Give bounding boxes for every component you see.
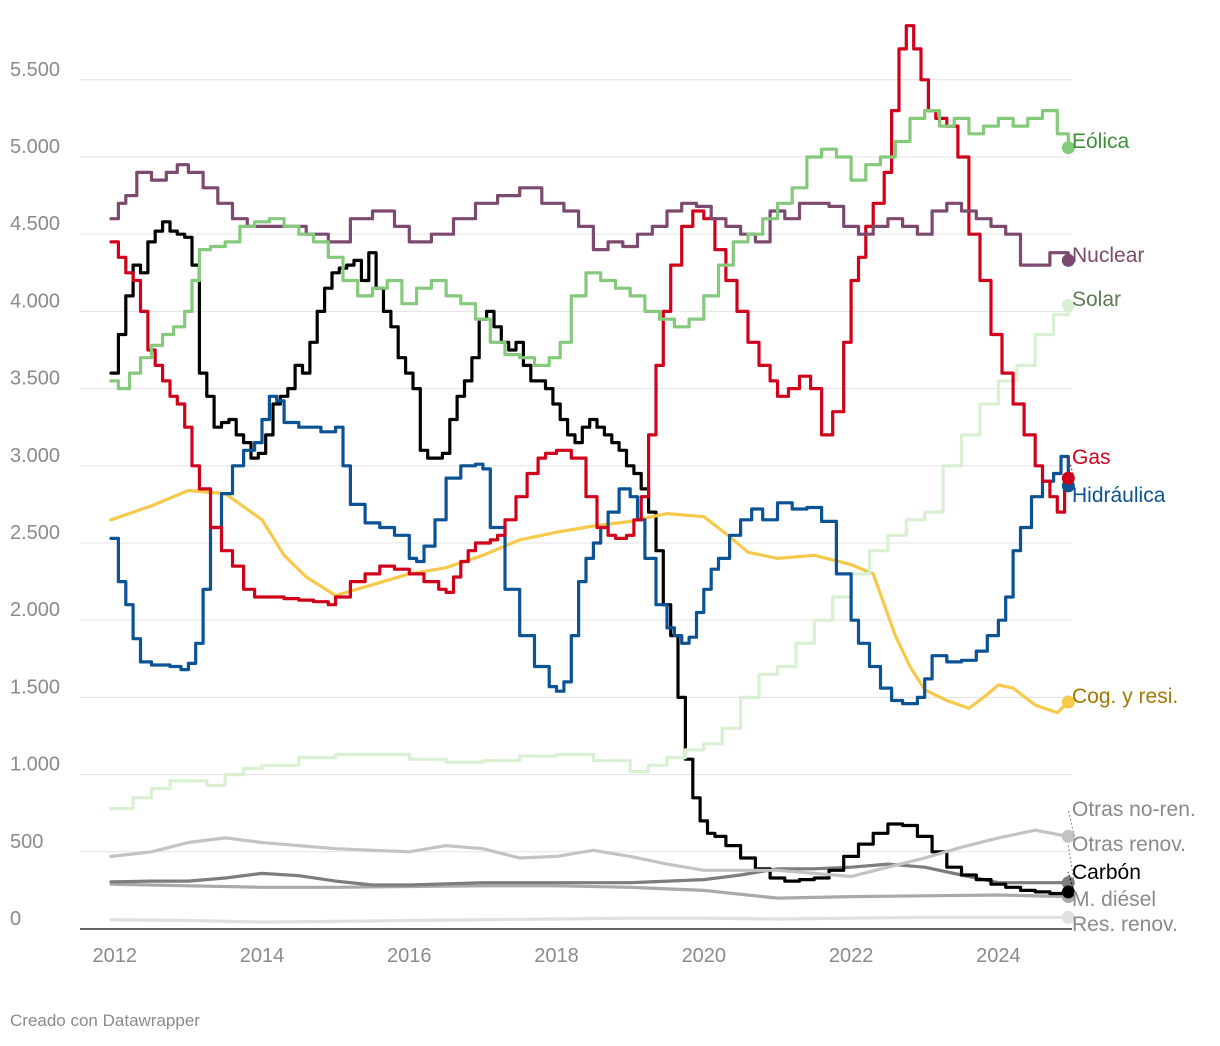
y-tick-label: 5.500 — [10, 59, 60, 81]
y-tick-label: 2.500 — [10, 522, 60, 544]
series-label-otras-renov: Otras renov. — [1072, 833, 1186, 856]
y-tick-label: 4.500 — [10, 213, 60, 235]
series-line-cog-y-resi — [109, 488, 1070, 715]
credit-text: Creado con Datawrapper — [10, 1011, 200, 1030]
series-label-cog-y-resi: Cog. y resi. — [1072, 685, 1178, 708]
x-tick-label: 2014 — [240, 945, 285, 967]
series-lines — [109, 24, 1070, 924]
y-tick-label: 5.000 — [10, 136, 60, 158]
series-line-hidraulica — [109, 394, 1070, 706]
series-labels: Res. renov.M. diésel Otras renov. Carbón Ot… — [1067, 130, 1196, 936]
x-tick-label: 2018 — [534, 945, 579, 967]
gridlines — [80, 79, 1072, 930]
series-line-gas — [109, 24, 1070, 607]
y-axis-ticks: 0 500 1.000 1.500 2.000 2.500 3.000 3.500 4.000 4… — [10, 59, 60, 930]
x-tick-label: 2020 — [682, 945, 727, 967]
series-label-eolica: Eólica — [1072, 130, 1130, 153]
x-tick-label: 2012 — [92, 945, 137, 967]
end-marker-cog-y-resi — [1061, 695, 1075, 709]
end-marker-res-renov — [1061, 910, 1075, 924]
series-label-gas: Gas — [1072, 446, 1111, 469]
series-line-eolica — [109, 109, 1070, 391]
label-connector-otras-renov — [1067, 843, 1075, 883]
x-tick-label: 2016 — [387, 945, 432, 967]
end-marker-eolica — [1061, 141, 1075, 155]
series-line-solar — [109, 303, 1070, 811]
end-marker-nuclear — [1061, 253, 1075, 267]
y-tick-label: 3.500 — [10, 368, 60, 390]
series-line-res-renov — [109, 915, 1070, 924]
x-tick-label: 2024 — [976, 945, 1021, 967]
end-marker-otras-no-ren — [1061, 829, 1075, 843]
series-line-otras-renov — [109, 862, 1070, 887]
x-axis-ticks: 2012 2014 2016 2018 2020 2022 2024 — [92, 945, 1020, 967]
y-tick-label: 1.500 — [10, 676, 60, 698]
y-tick-label: 2.000 — [10, 599, 60, 621]
series-line-m-diesel — [109, 882, 1070, 900]
end-marker-solar — [1061, 298, 1075, 312]
series-end-markers — [1061, 141, 1075, 924]
series-label-m-diesel: M. diésel — [1072, 888, 1156, 911]
y-tick-label: 0 — [10, 908, 21, 930]
series-label-solar: Solar — [1072, 288, 1121, 311]
series-line-nuclear — [109, 163, 1070, 267]
x-tick-label: 2022 — [829, 945, 874, 967]
series-label-nuclear: Nuclear — [1072, 244, 1144, 267]
y-tick-label: 500 — [10, 831, 43, 853]
series-label-carbon: Carbón — [1072, 861, 1141, 884]
y-tick-label: 4.000 — [10, 290, 60, 312]
series-label-otras-no-ren: Otras no-ren. — [1072, 798, 1196, 821]
label-connector-carbon — [1067, 871, 1075, 893]
end-marker-gas — [1061, 471, 1075, 485]
end-marker-otras-renov — [1061, 876, 1075, 890]
series-line-otras-no-ren — [109, 828, 1070, 879]
series-label-res-renov: Res. renov. — [1072, 913, 1178, 936]
y-tick-label: 1.000 — [10, 754, 60, 776]
end-marker-carbon — [1061, 885, 1075, 899]
series-label-hidraulica: Hidráulica — [1072, 484, 1166, 507]
y-tick-label: 3.000 — [10, 445, 60, 467]
label-connector-otras-no-ren — [1067, 808, 1075, 837]
